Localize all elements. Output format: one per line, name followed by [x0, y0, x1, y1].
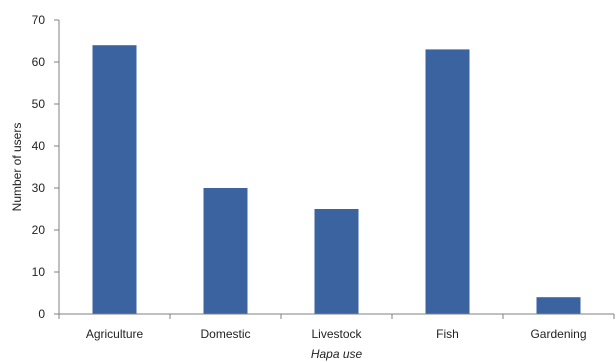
bar-gardening: [536, 297, 581, 314]
x-tick-label: Domestic: [200, 327, 250, 341]
y-tick-label: 10: [32, 265, 46, 279]
y-tick-label: 20: [32, 223, 46, 237]
x-tick-label: Livestock: [311, 327, 362, 341]
y-tick-label: 0: [38, 307, 45, 321]
x-axis-ticks: Agriculture Domestic Livestock Fish Gardenin…: [58, 314, 615, 341]
y-tick-label: 60: [32, 55, 46, 69]
x-axis-title: Hapa use: [311, 347, 363, 361]
bars: [92, 45, 581, 315]
y-axis-ticks: 0 10 20 30 40 50 60 70: [32, 13, 59, 321]
x-tick-label: Fish: [436, 327, 459, 341]
x-tick-label: Agriculture: [86, 327, 144, 341]
y-axis-title: Number of users: [10, 123, 24, 212]
bar-agriculture: [92, 45, 137, 314]
y-tick-label: 70: [32, 13, 46, 27]
bar-livestock: [314, 209, 359, 314]
bar-domestic: [203, 188, 248, 314]
x-tick-label: Gardening: [530, 327, 586, 341]
bar-fish: [425, 49, 470, 315]
y-tick-label: 50: [32, 97, 46, 111]
y-tick-label: 30: [32, 181, 46, 195]
y-tick-label: 40: [32, 139, 46, 153]
